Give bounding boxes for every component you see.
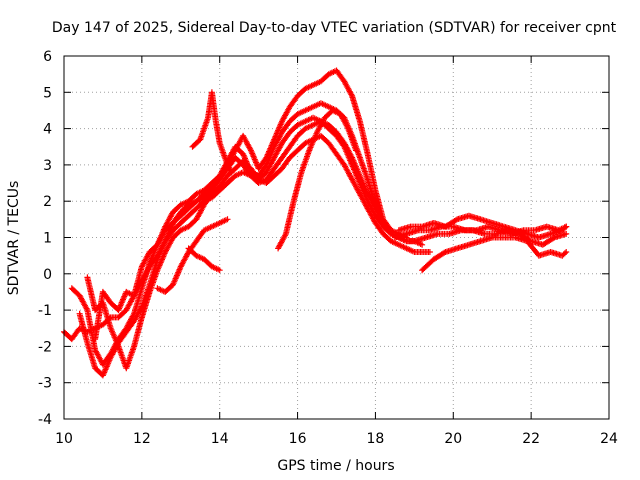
y-tick-label--4: -4 bbox=[38, 412, 52, 428]
series-trace-8 bbox=[185, 245, 223, 274]
series-markers-trace-9 bbox=[275, 107, 359, 252]
y-tick-label-2: 2 bbox=[43, 194, 52, 210]
x-tick-label-24: 24 bbox=[600, 431, 618, 447]
chart-title: Day 147 of 2025, Sidereal Day-to-day VTE… bbox=[52, 20, 617, 36]
series-trace-9 bbox=[275, 107, 359, 252]
x-tick-label-16: 16 bbox=[289, 431, 307, 447]
series-trace-5 bbox=[92, 118, 418, 343]
series-trace-3 bbox=[76, 114, 426, 379]
series-markers-trace-6 bbox=[189, 89, 235, 176]
series-trace-4 bbox=[84, 132, 433, 372]
series-trace-6 bbox=[189, 89, 235, 176]
x-tick-label-12: 12 bbox=[133, 431, 151, 447]
y-tick-label--2: -2 bbox=[38, 339, 52, 355]
y-tick-label-4: 4 bbox=[43, 122, 52, 138]
y-axis-label: SDTVAR / TECUs bbox=[6, 181, 22, 296]
x-tick-label-14: 14 bbox=[211, 431, 229, 447]
series-markers-trace-13 bbox=[411, 227, 570, 248]
x-tick-label-22: 22 bbox=[522, 431, 540, 447]
x-tick-label-20: 20 bbox=[444, 431, 462, 447]
series-trace-1 bbox=[61, 67, 410, 343]
series-markers-trace-3 bbox=[76, 114, 426, 379]
series-markers-trace-4 bbox=[84, 132, 433, 372]
series-markers-trace-5 bbox=[92, 118, 418, 343]
y-tick-label--3: -3 bbox=[38, 376, 52, 392]
x-tick-label-10: 10 bbox=[55, 431, 73, 447]
x-axis-label: GPS time / hours bbox=[277, 458, 394, 474]
y-tick-label-1: 1 bbox=[43, 231, 52, 247]
y-tick-label-6: 6 bbox=[43, 49, 52, 65]
plot-area bbox=[61, 67, 570, 379]
y-tick-label-5: 5 bbox=[43, 85, 52, 101]
y-tick-label-0: 0 bbox=[43, 267, 52, 283]
x-tick-label-18: 18 bbox=[367, 431, 385, 447]
series-markers-trace-8 bbox=[185, 245, 223, 274]
series-trace-12 bbox=[419, 234, 570, 274]
y-tick-label--1: -1 bbox=[38, 303, 52, 319]
series-markers-trace-1 bbox=[61, 67, 410, 343]
plot-frame bbox=[63, 55, 610, 420]
series-markers-trace-12 bbox=[419, 234, 570, 274]
y-tick-label-3: 3 bbox=[43, 158, 52, 174]
series-trace-13 bbox=[411, 227, 570, 248]
